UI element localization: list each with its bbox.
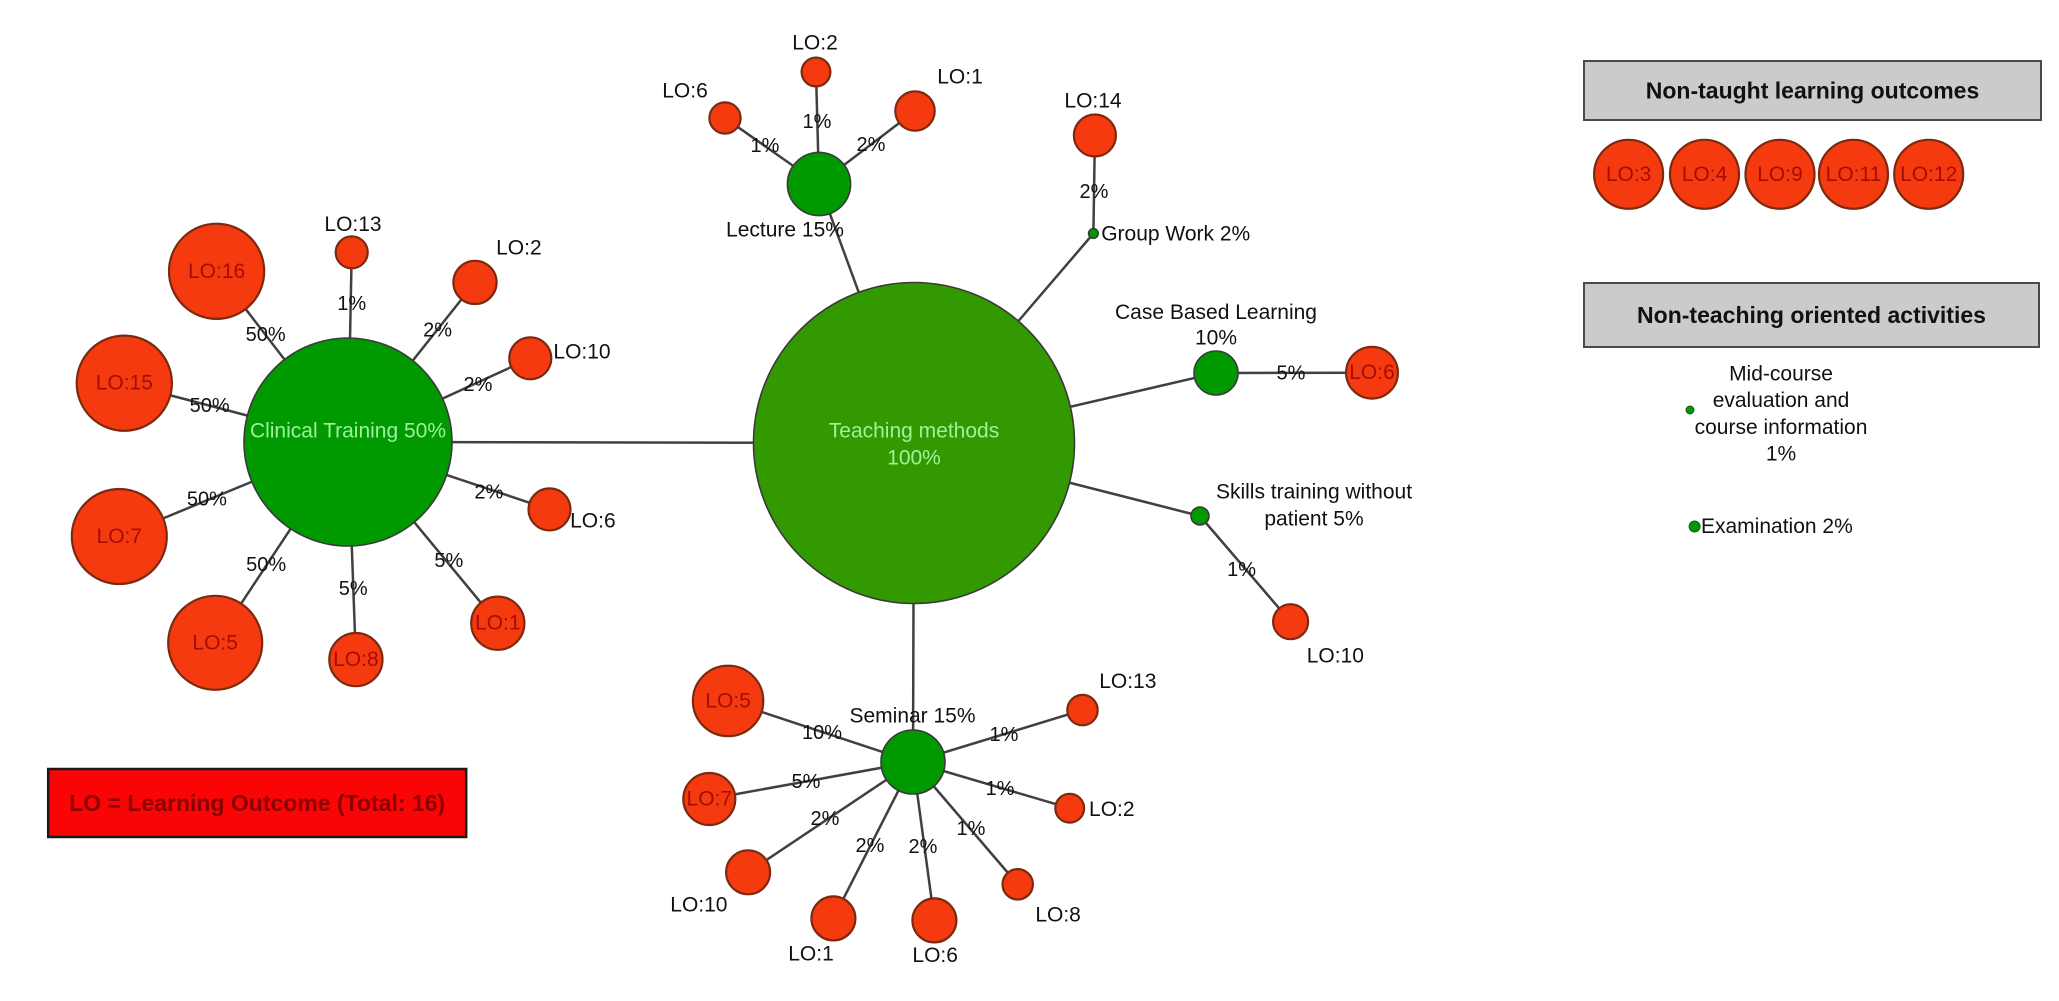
svg-text:1%: 1% — [986, 778, 1015, 800]
svg-text:50%: 50% — [187, 488, 227, 510]
svg-text:2%: 2% — [857, 134, 886, 156]
svg-text:LO:7: LO:7 — [97, 525, 143, 548]
svg-text:2%: 2% — [856, 835, 885, 857]
svg-text:LO:2: LO:2 — [496, 237, 542, 260]
svg-text:1%: 1% — [990, 724, 1019, 746]
svg-text:LO:10: LO:10 — [1307, 645, 1364, 668]
svg-text:LO:1: LO:1 — [475, 612, 521, 635]
svg-text:LO:1: LO:1 — [788, 943, 834, 966]
svg-text:LO:11: LO:11 — [1826, 163, 1882, 186]
svg-text:5%: 5% — [339, 578, 368, 600]
svg-text:Teaching methods: Teaching methods — [829, 420, 999, 443]
svg-text:5%: 5% — [792, 771, 821, 793]
svg-text:LO:8: LO:8 — [333, 648, 379, 671]
svg-text:2%: 2% — [1080, 181, 1109, 203]
svg-text:Non-teaching oriented activiti: Non-teaching oriented activities — [1637, 302, 1986, 328]
svg-text:LO:2: LO:2 — [1089, 798, 1135, 821]
svg-text:LO:16: LO:16 — [188, 260, 245, 283]
svg-text:1%: 1% — [957, 818, 986, 840]
svg-text:Clinical Training 50%: Clinical Training 50% — [250, 420, 446, 443]
svg-text:LO:7: LO:7 — [687, 788, 733, 811]
svg-text:LO:12: LO:12 — [1900, 163, 1957, 186]
svg-text:50%: 50% — [246, 554, 286, 576]
svg-text:LO:5: LO:5 — [192, 631, 238, 654]
svg-text:LO:10: LO:10 — [553, 340, 610, 363]
svg-text:LO:14: LO:14 — [1064, 90, 1122, 113]
svg-text:100%: 100% — [887, 447, 941, 470]
svg-text:LO:10: LO:10 — [670, 894, 727, 917]
svg-text:Case Based Learning: Case Based Learning — [1115, 301, 1317, 324]
svg-text:1%: 1% — [1227, 559, 1256, 581]
svg-text:Group Work 2%: Group Work 2% — [1101, 223, 1250, 246]
svg-text:Mid-course: Mid-course — [1729, 363, 1833, 386]
svg-text:LO:13: LO:13 — [1099, 670, 1156, 693]
svg-text:Seminar 15%: Seminar 15% — [849, 705, 975, 728]
svg-text:1%: 1% — [751, 135, 780, 157]
svg-text:1%: 1% — [803, 111, 832, 133]
svg-text:Skills training without: Skills training without — [1216, 481, 1412, 504]
svg-text:LO:2: LO:2 — [792, 32, 838, 55]
svg-text:LO:13: LO:13 — [324, 213, 381, 236]
svg-text:1%: 1% — [337, 293, 366, 315]
svg-text:LO:5: LO:5 — [705, 689, 751, 712]
svg-text:patient 5%: patient 5% — [1264, 508, 1363, 531]
svg-text:5%: 5% — [434, 550, 463, 572]
svg-text:LO:6: LO:6 — [662, 80, 708, 103]
svg-text:LO = Learning Outcome (Total:: LO = Learning Outcome (Total: 16) — [69, 790, 445, 816]
svg-text:Lecture 15%: Lecture 15% — [726, 219, 844, 242]
svg-text:2%: 2% — [464, 374, 493, 396]
svg-text:evaluation and: evaluation and — [1713, 389, 1850, 412]
svg-text:50%: 50% — [190, 395, 230, 417]
svg-text:2%: 2% — [909, 836, 938, 858]
svg-text:LO:15: LO:15 — [96, 372, 153, 395]
svg-text:LO:1: LO:1 — [937, 66, 983, 89]
svg-text:LO:6: LO:6 — [570, 510, 616, 533]
svg-text:2%: 2% — [423, 320, 452, 342]
svg-text:2%: 2% — [811, 808, 840, 830]
svg-text:10%: 10% — [1195, 327, 1237, 350]
svg-text:10%: 10% — [802, 722, 842, 744]
svg-text:LO:4: LO:4 — [1682, 163, 1728, 186]
svg-text:Examination 2%: Examination 2% — [1701, 515, 1853, 538]
svg-text:2%: 2% — [474, 481, 503, 503]
svg-text:5%: 5% — [1277, 362, 1306, 384]
svg-text:LO:3: LO:3 — [1606, 163, 1652, 186]
svg-text:LO:6: LO:6 — [912, 944, 958, 967]
svg-text:1%: 1% — [1766, 443, 1796, 466]
svg-text:LO:6: LO:6 — [1349, 361, 1395, 384]
svg-text:LO:8: LO:8 — [1035, 903, 1081, 926]
svg-text:course information: course information — [1695, 416, 1868, 439]
svg-text:50%: 50% — [246, 324, 286, 346]
svg-text:Non-taught learning outcomes: Non-taught learning outcomes — [1646, 78, 1980, 104]
svg-text:LO:9: LO:9 — [1757, 163, 1803, 186]
